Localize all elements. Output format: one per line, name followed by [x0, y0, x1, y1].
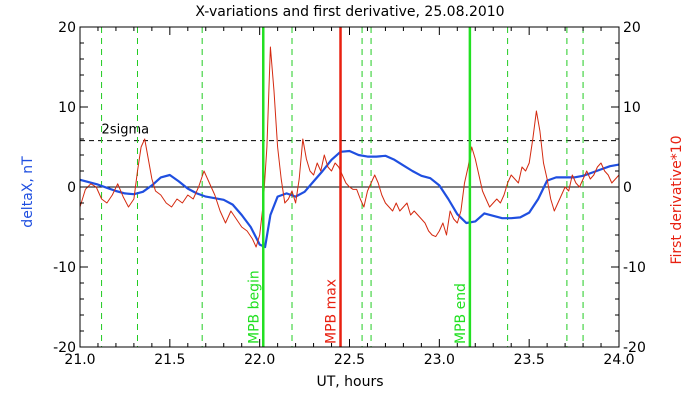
x-tick-label: 22.0	[244, 352, 275, 368]
marker-label-mpb-end: MPB end	[453, 283, 469, 344]
y-tick-label-right: -20	[623, 340, 646, 356]
x-tick-label: 21.5	[154, 352, 185, 368]
x-tick-label: 22.5	[334, 352, 365, 368]
y-tick-label-right: 20	[623, 20, 641, 36]
x-tick-label: 24.0	[603, 352, 634, 368]
sigma-label: 2sigma	[102, 123, 150, 138]
y-tick-label-left: -20	[53, 340, 76, 356]
y-axis-label-left: deltaX, nT	[20, 156, 36, 228]
y-tick-label-left: -10	[53, 260, 76, 276]
data-series	[79, 46, 620, 249]
y-tick-label-left: 20	[58, 20, 76, 36]
marker-label-mpb-max: MPB max	[324, 279, 340, 344]
y-tick-label-left: 0	[67, 180, 76, 196]
chart-title: X-variations and first derivative, 25.08…	[195, 4, 504, 20]
event-markers: MPB begin MPB max MPB end	[246, 27, 472, 347]
y-tick-label-left: 10	[58, 100, 76, 116]
y-tick-label-right: -10	[623, 260, 646, 276]
series-line-derivative	[79, 46, 620, 248]
axis-ticks: 21.0 21.5 22.0 22.5 23.0 23.5 24.0-20-1001020-…	[53, 20, 646, 368]
x-tick-label: 23.5	[514, 352, 545, 368]
y-tick-label-right: 10	[623, 100, 641, 116]
x-tick-label: 21.0	[64, 352, 95, 368]
y-tick-label-right: 0	[623, 180, 632, 196]
marker-label-mpb-begin: MPB begin	[246, 270, 262, 344]
series-line-deltax	[79, 149, 620, 249]
x-axis-label: UT, hours	[316, 374, 383, 390]
x-tick-label: 23.0	[424, 352, 455, 368]
reference-lines: 2sigma	[80, 27, 619, 347]
y-axis-label-right: First derivative*10	[669, 135, 685, 264]
